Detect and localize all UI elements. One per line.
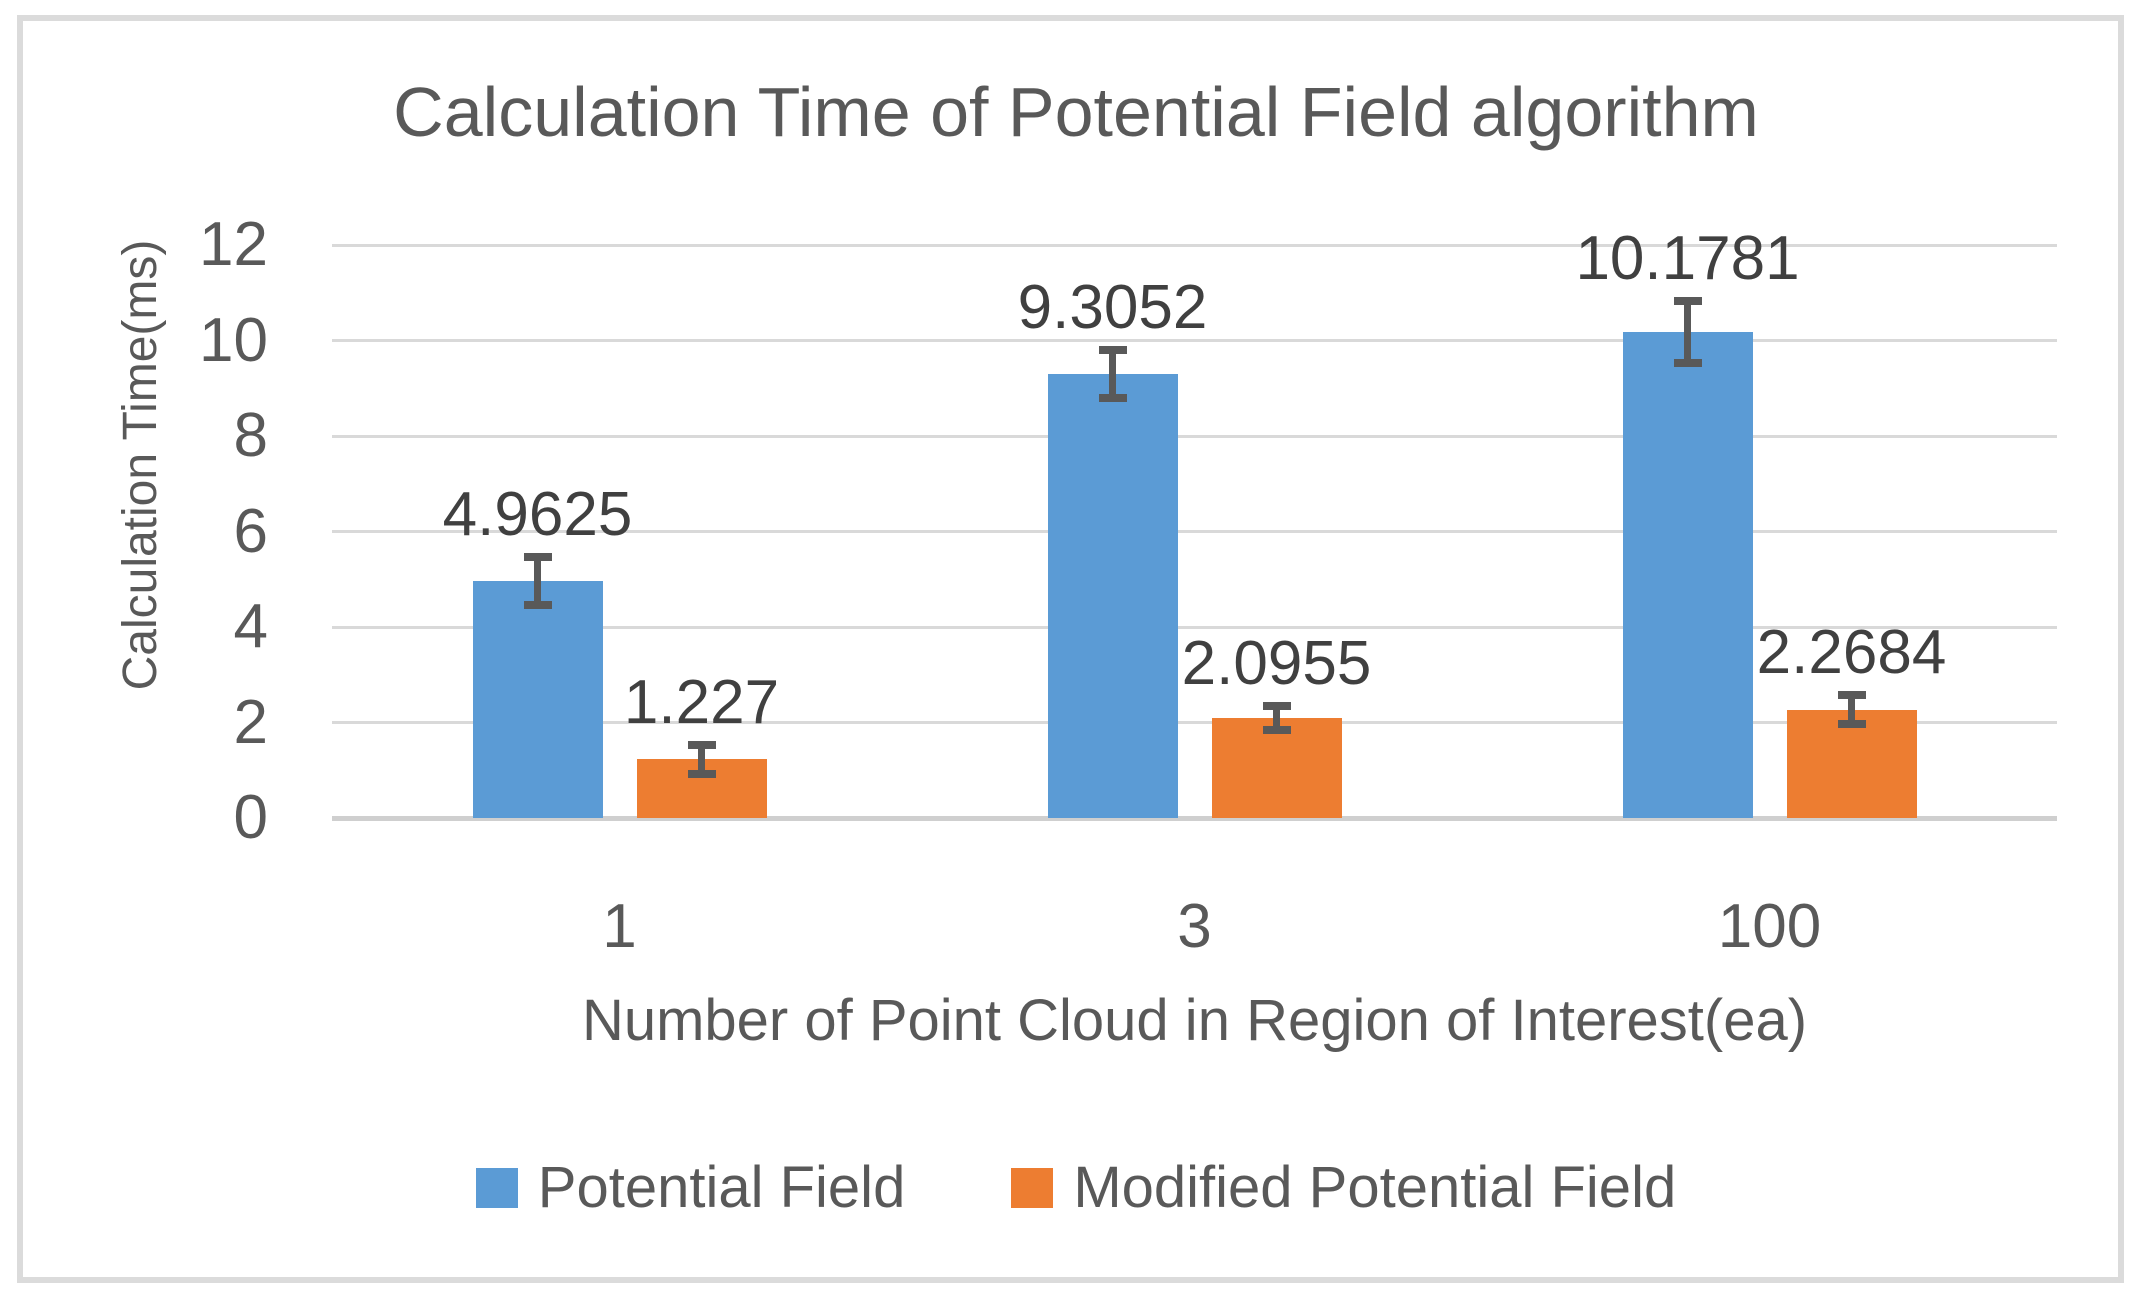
- data-label: 9.3052: [1017, 272, 1208, 342]
- legend-item-modified-potential-field: Modified Potential Field: [1011, 1156, 1676, 1220]
- legend-label: Modified Potential Field: [1073, 1155, 1677, 1220]
- y-tick-label: 0: [233, 783, 268, 852]
- error-bar-cap: [1673, 296, 1702, 305]
- data-label: 2.0955: [1181, 629, 1372, 698]
- y-tick-label: 2: [233, 687, 268, 757]
- error-bar-cap: [1098, 393, 1127, 402]
- legend: Potential Field Modified Potential Field: [0, 1154, 2152, 1222]
- error-bar-cap: [1098, 345, 1127, 354]
- y-tick-label: 10: [199, 305, 268, 375]
- data-label: 1.227: [623, 668, 780, 738]
- error-bar-cap: [523, 553, 552, 562]
- error-bar-cap: [1262, 725, 1291, 734]
- gridline: [332, 721, 2057, 724]
- error-bar-cap: [1262, 702, 1291, 710]
- chart-title: Calculation Time of Potential Field algo…: [393, 73, 1759, 151]
- gridline: [332, 815, 2057, 821]
- gridline: [332, 243, 2057, 247]
- x-tick-label: 3: [1177, 892, 1212, 961]
- y-tick-label: 6: [233, 496, 268, 566]
- error-bar-cap: [687, 769, 716, 778]
- legend-swatch: [475, 1168, 518, 1208]
- data-label: 2.2684: [1756, 618, 1947, 688]
- gridline: [332, 530, 2057, 533]
- bar-modified-potential-field-3: [1211, 717, 1342, 818]
- x-axis-title: Number of Point Cloud in Region of Inter…: [581, 988, 1808, 1053]
- error-bar: [1684, 300, 1691, 364]
- bar-potential-field-3: [1047, 373, 1178, 818]
- gridline: [332, 339, 2057, 342]
- error-bar: [698, 745, 705, 774]
- legend-item-potential-field: Potential Field: [475, 1155, 906, 1220]
- legend-label: Potential Field: [537, 1155, 906, 1220]
- gridline: [332, 625, 2057, 629]
- gridline: [332, 434, 2057, 438]
- data-label: 4.9625: [442, 480, 633, 550]
- error-bar: [1848, 695, 1855, 724]
- error-bar-cap: [523, 600, 552, 609]
- error-bar-cap: [1837, 720, 1866, 728]
- legend-swatch: [1011, 1168, 1054, 1208]
- error-bar: [1109, 349, 1116, 398]
- error-bar: [534, 557, 541, 605]
- bar-potential-field-100: [1622, 331, 1753, 818]
- error-bar-cap: [1673, 359, 1702, 368]
- error-bar: [1273, 706, 1280, 730]
- x-tick-label: 100: [1717, 892, 1822, 961]
- data-label: 10.1781: [1575, 223, 1800, 293]
- error-bar-cap: [687, 741, 716, 750]
- x-tick-label: 1: [602, 892, 637, 961]
- error-bar-cap: [1837, 691, 1866, 700]
- y-tick-label: 4: [233, 592, 268, 661]
- bar-potential-field-1: [472, 581, 603, 818]
- y-tick-label: 12: [199, 210, 268, 279]
- y-tick-label: 8: [233, 401, 268, 470]
